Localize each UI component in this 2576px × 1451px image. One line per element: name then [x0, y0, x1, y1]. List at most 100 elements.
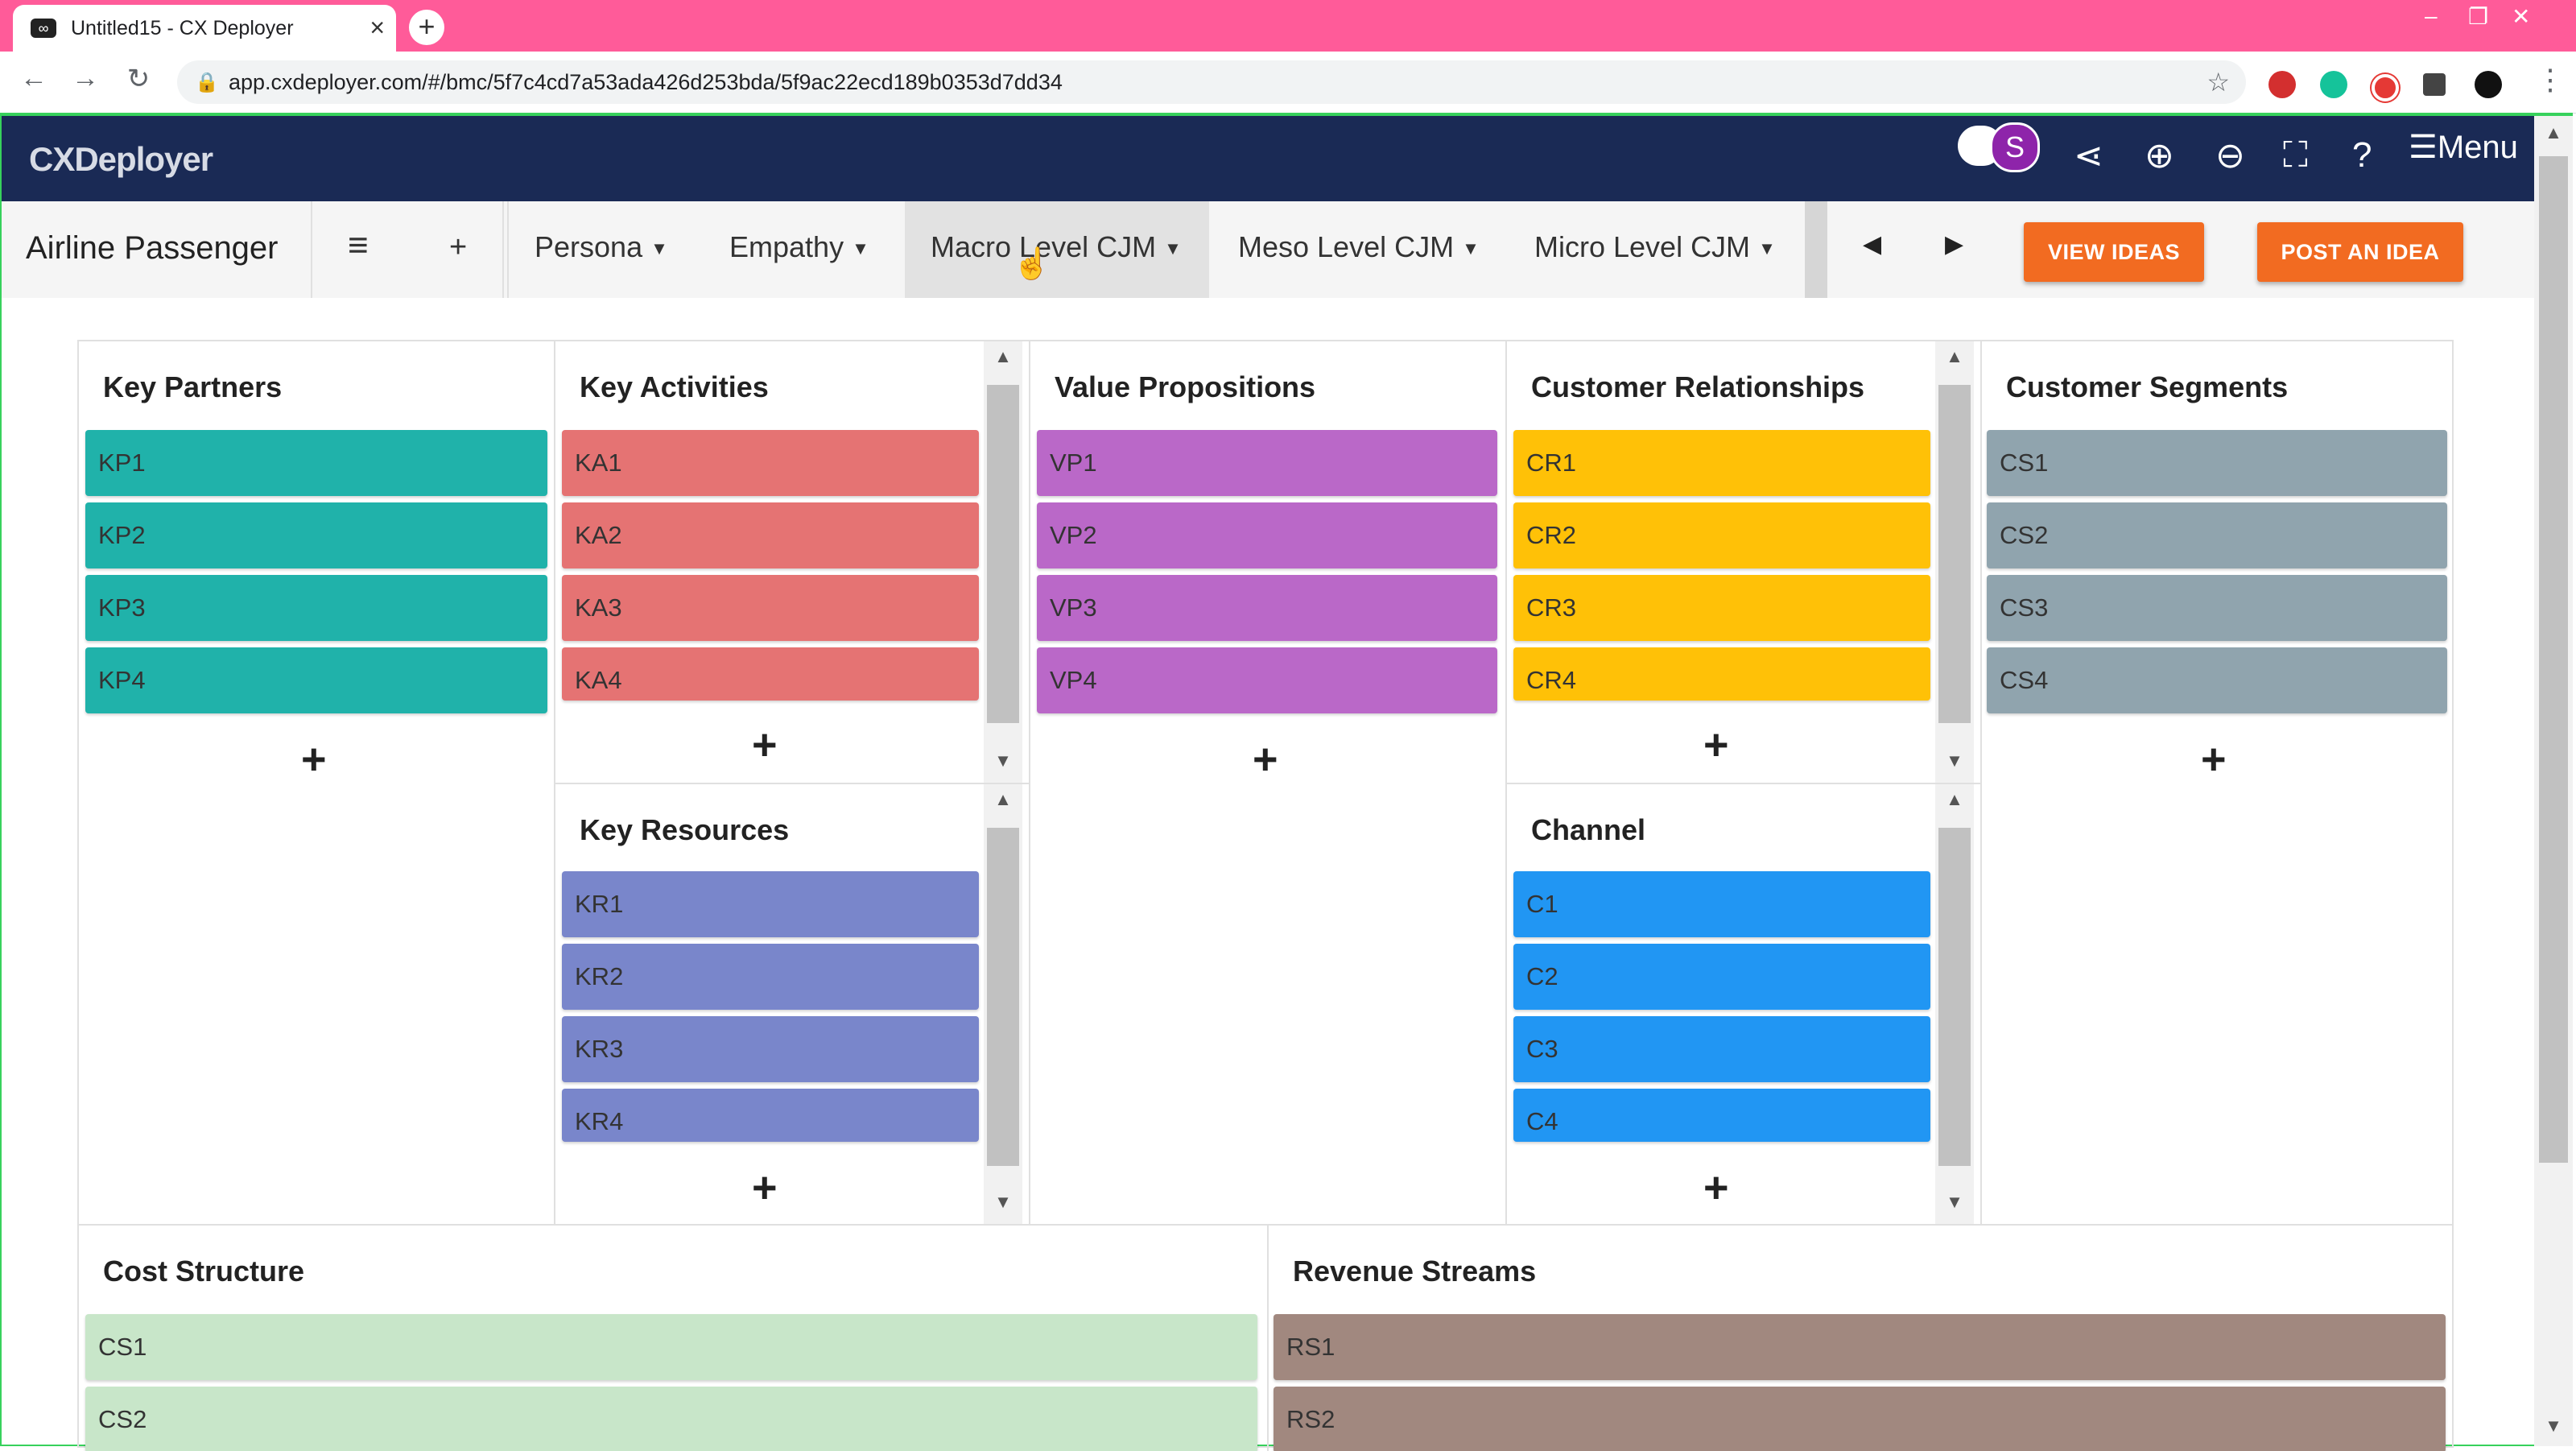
- cs-card[interactable]: CS3: [1987, 575, 2447, 641]
- vp-card[interactable]: VP2: [1037, 502, 1497, 568]
- profile-icon[interactable]: [2475, 71, 2502, 98]
- zoom-in-icon[interactable]: ⊕: [2145, 136, 2174, 176]
- ka-card[interactable]: KA1: [562, 430, 979, 496]
- channel-card[interactable]: C4: [1513, 1089, 1930, 1142]
- cr-card[interactable]: CR3: [1513, 575, 1930, 641]
- kp-card[interactable]: KP3: [85, 575, 547, 641]
- scroll-down-icon[interactable]: ▼: [994, 1192, 1012, 1212]
- app-logo[interactable]: CXDeployer: [29, 140, 213, 178]
- ka-card[interactable]: KA2: [562, 502, 979, 568]
- forward-icon[interactable]: →: [72, 63, 99, 93]
- nav-macro-cjm[interactable]: Macro Level CJM ▼: [931, 230, 1182, 264]
- vp-card[interactable]: VP3: [1037, 575, 1497, 641]
- vp-card[interactable]: VP4: [1037, 647, 1497, 713]
- avatar[interactable]: S: [1990, 122, 2040, 172]
- channel-card[interactable]: C1: [1513, 871, 1930, 937]
- section-title: Channel: [1531, 813, 1646, 846]
- grammarly-icon[interactable]: [2320, 71, 2347, 98]
- section-scrollbar[interactable]: ▲ ▼: [984, 784, 1022, 1224]
- post-idea-button[interactable]: POST AN IDEA: [2257, 222, 2463, 282]
- menu-button[interactable]: ☰Menu: [2409, 130, 2518, 165]
- section-title: Key Resources: [580, 813, 790, 846]
- url-text[interactable]: app.cxdeployer.com/#/bmc/5f7c4cd7a53ada4…: [229, 70, 1063, 94]
- kp-card[interactable]: KP4: [85, 647, 547, 713]
- cost-card[interactable]: CS2: [85, 1387, 1257, 1451]
- revenue-card[interactable]: RS2: [1274, 1387, 2446, 1451]
- back-icon[interactable]: ←: [20, 63, 47, 93]
- kp-card[interactable]: KP1: [85, 430, 547, 496]
- add-card-button[interactable]: +: [2201, 735, 2227, 783]
- kr-card[interactable]: KR3: [562, 1016, 979, 1082]
- cs-card[interactable]: CS2: [1987, 502, 2447, 568]
- hamburger-icon[interactable]: ≡: [348, 225, 369, 265]
- add-card-button[interactable]: +: [1703, 1164, 1729, 1212]
- scroll-up-icon[interactable]: ▲: [1946, 346, 1963, 366]
- scroll-down-icon[interactable]: ▼: [2545, 1416, 2562, 1436]
- scroll-up-icon[interactable]: ▲: [994, 789, 1012, 809]
- section-scrollbar[interactable]: ▲ ▼: [1935, 341, 1974, 783]
- scroll-right-icon[interactable]: ▶: [1945, 231, 1964, 258]
- scroll-left-icon[interactable]: ◀: [1863, 231, 1882, 258]
- view-ideas-button[interactable]: VIEW IDEAS: [2024, 222, 2204, 282]
- scroll-up-icon[interactable]: ▲: [994, 346, 1012, 366]
- adblock-icon[interactable]: [2268, 71, 2296, 98]
- scroll-thumb[interactable]: [987, 828, 1019, 1166]
- add-card-button[interactable]: +: [1253, 735, 1278, 783]
- new-tab-button[interactable]: +: [409, 10, 444, 45]
- add-card-button[interactable]: +: [752, 721, 778, 769]
- nav-micro-label: Micro Level CJM: [1534, 230, 1751, 263]
- scroll-down-icon[interactable]: ▼: [1946, 750, 1963, 771]
- scroll-thumb[interactable]: [1938, 385, 1971, 723]
- scroll-up-icon[interactable]: ▲: [1946, 789, 1963, 809]
- add-icon[interactable]: +: [449, 230, 468, 264]
- record-icon[interactable]: [2372, 74, 2399, 101]
- restore-icon[interactable]: ❐: [2468, 4, 2489, 29]
- kebab-icon[interactable]: ⋮: [2536, 63, 2565, 96]
- tab-close-icon[interactable]: ×: [369, 13, 385, 42]
- kr-card[interactable]: KR1: [562, 871, 979, 937]
- scroll-down-icon[interactable]: ▼: [1946, 1192, 1963, 1212]
- ka-card[interactable]: KA4: [562, 647, 979, 701]
- cr-card[interactable]: CR2: [1513, 502, 1930, 568]
- extensions-icon[interactable]: [2423, 73, 2446, 96]
- nav-persona[interactable]: Persona ▼: [535, 230, 668, 264]
- cost-card[interactable]: CS1: [85, 1314, 1257, 1380]
- address-bar[interactable]: 🔒 app.cxdeployer.com/#/bmc/5f7c4cd7a53ad…: [177, 60, 2246, 104]
- browser-tab[interactable]: ∞ Untitled15 - CX Deployer ×: [13, 5, 396, 52]
- scroll-thumb[interactable]: [987, 385, 1019, 723]
- scroll-down-icon[interactable]: ▼: [994, 750, 1012, 771]
- zoom-out-icon[interactable]: ⊖: [2215, 136, 2245, 176]
- kr-card[interactable]: KR4: [562, 1089, 979, 1142]
- cr-card[interactable]: CR1: [1513, 430, 1930, 496]
- star-icon[interactable]: ☆: [2207, 68, 2230, 97]
- channel-card[interactable]: C2: [1513, 944, 1930, 1010]
- browser-toolbar: ← → ↻ 🔒 app.cxdeployer.com/#/bmc/5f7c4cd…: [0, 52, 2576, 114]
- fullscreen-icon[interactable]: ⛶: [2283, 135, 2308, 175]
- revenue-card[interactable]: RS1: [1274, 1314, 2446, 1380]
- help-icon[interactable]: ?: [2352, 135, 2372, 175]
- nav-micro-cjm[interactable]: Micro Level CJM ▼: [1534, 230, 1776, 264]
- scroll-thumb[interactable]: [1938, 828, 1971, 1166]
- ka-card[interactable]: KA3: [562, 575, 979, 641]
- share-icon[interactable]: ⋖: [2074, 136, 2103, 176]
- cs-card[interactable]: CS1: [1987, 430, 2447, 496]
- scroll-up-icon[interactable]: ▲: [2545, 122, 2562, 143]
- section-scrollbar[interactable]: ▲ ▼: [1935, 784, 1974, 1224]
- kr-card[interactable]: KR2: [562, 944, 979, 1010]
- channel-card[interactable]: C3: [1513, 1016, 1930, 1082]
- kp-card[interactable]: KP2: [85, 502, 547, 568]
- nav-empathy[interactable]: Empathy ▼: [729, 230, 869, 264]
- vp-card[interactable]: VP1: [1037, 430, 1497, 496]
- reload-icon[interactable]: ↻: [126, 64, 151, 94]
- add-card-button[interactable]: +: [1703, 721, 1729, 769]
- add-card-button[interactable]: +: [301, 735, 327, 783]
- cr-card[interactable]: CR4: [1513, 647, 1930, 701]
- minimize-icon[interactable]: –: [2425, 3, 2438, 28]
- add-card-button[interactable]: +: [752, 1164, 778, 1212]
- page-scrollbar[interactable]: ▲ ▼: [2534, 116, 2573, 1446]
- scroll-thumb[interactable]: [2539, 156, 2568, 1163]
- close-window-icon[interactable]: ✕: [2512, 4, 2531, 29]
- section-scrollbar[interactable]: ▲ ▼: [984, 341, 1022, 783]
- nav-meso-cjm[interactable]: Meso Level CJM ▼: [1238, 230, 1480, 264]
- cs-card[interactable]: CS4: [1987, 647, 2447, 713]
